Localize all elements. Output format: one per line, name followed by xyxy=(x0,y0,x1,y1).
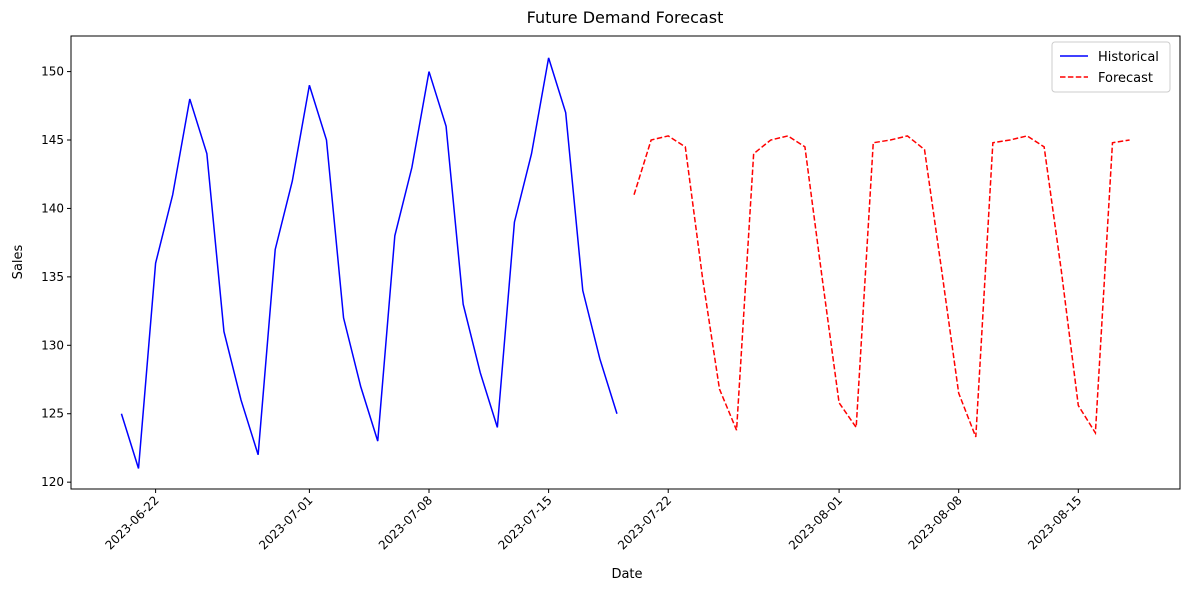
y-tick-label: 125 xyxy=(41,407,64,421)
legend-box xyxy=(1051,41,1171,93)
x-axis-label: Date xyxy=(611,567,642,582)
x-tick-label: 2023-07-15 xyxy=(496,493,555,552)
line-series xyxy=(633,135,1130,438)
y-tick-label: 145 xyxy=(41,133,64,147)
y-tick-label: 120 xyxy=(41,475,64,489)
x-tick-label: 2023-08-15 xyxy=(1025,493,1084,552)
y-tick-label: 130 xyxy=(41,338,64,352)
x-tick-label: 2023-07-08 xyxy=(376,493,435,552)
y-tick-label: 140 xyxy=(41,201,64,215)
x-tick-label: 2023-08-08 xyxy=(906,493,965,552)
x-tick-label: 2023-07-22 xyxy=(615,493,674,552)
legend-label: Forecast xyxy=(1098,71,1153,86)
y-tick-label: 150 xyxy=(41,65,64,79)
legend-label: Historical xyxy=(1098,50,1159,65)
y-tick-label: 135 xyxy=(41,270,64,284)
x-tick-label: 2023-07-01 xyxy=(256,493,315,552)
x-tick-label: 2023-08-01 xyxy=(786,493,845,552)
y-axis-label: Sales xyxy=(11,244,26,279)
chart-title: Future Demand Forecast xyxy=(527,8,724,27)
line-series xyxy=(120,57,618,469)
plot-frame xyxy=(70,35,1181,490)
x-tick-label: 2023-06-22 xyxy=(103,493,162,552)
